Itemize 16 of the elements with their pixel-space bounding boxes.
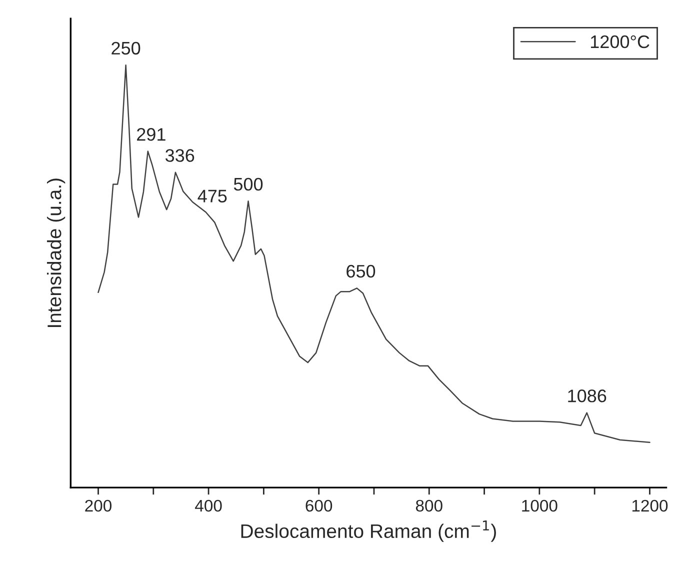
annotation: 336 [165, 149, 194, 162]
y-axis-title: Intensidade (u.a.) [46, 178, 66, 327]
x-tick-label: 1000 [522, 500, 558, 512]
annotation: 291 [137, 128, 166, 141]
annotation: 500 [234, 178, 263, 191]
x-tick-label: 800 [416, 500, 442, 512]
x-axis-title: Deslocamento Raman (cm$^{−1}$) [241, 520, 496, 542]
annotation: 650 [346, 264, 376, 278]
legend-label: 1200°C [590, 35, 650, 48]
annotation: 1086 [568, 390, 606, 402]
annotation: 475 [198, 190, 227, 202]
annotation: 250 [112, 42, 140, 55]
x-tick-label: 1200 [632, 500, 668, 512]
x-tick-label: 400 [195, 500, 222, 512]
x-tick-label: 600 [306, 500, 332, 512]
x-tick-label: 200 [85, 500, 112, 512]
